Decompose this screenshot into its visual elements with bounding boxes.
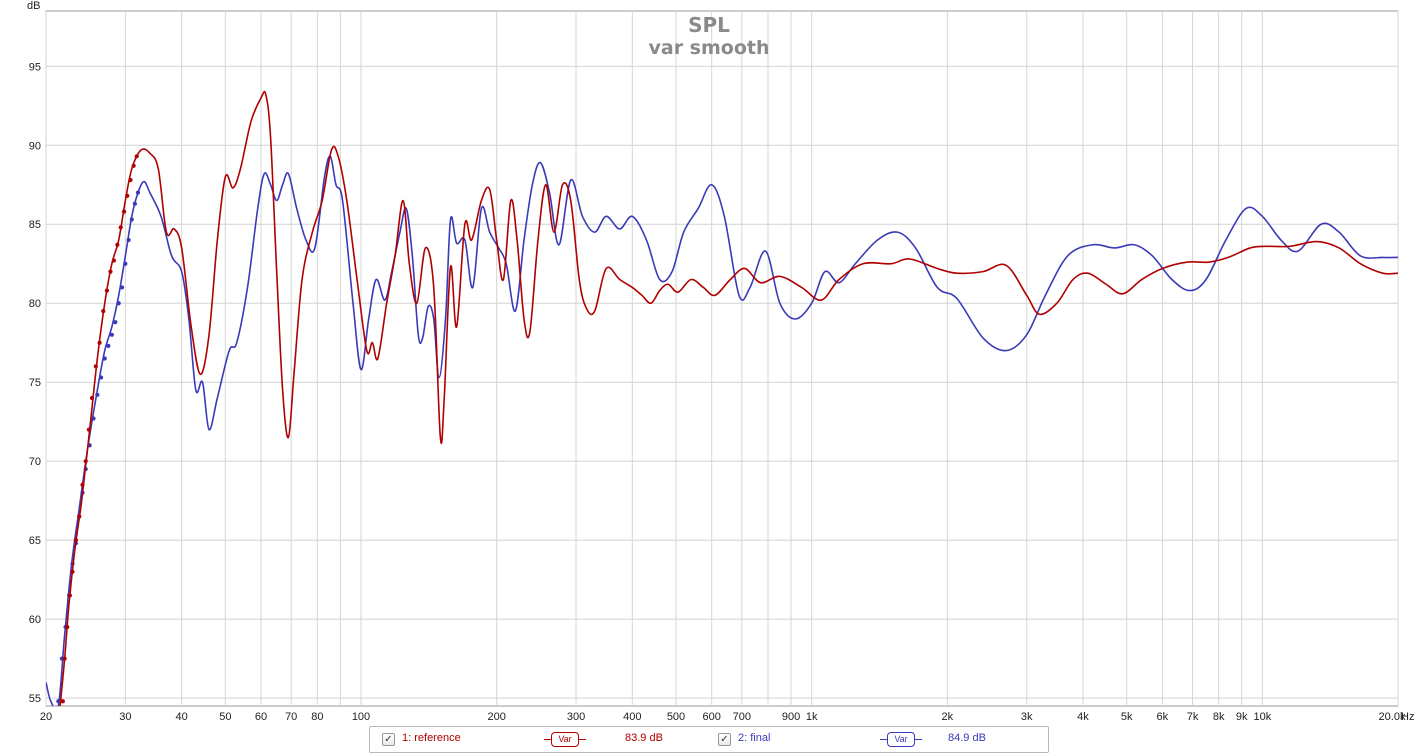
data-point-reference [111, 258, 117, 263]
data-point-final [123, 261, 128, 266]
y-tick-label: 60 [29, 614, 41, 626]
chart-title: SPL [688, 13, 730, 37]
data-point-reference [115, 242, 120, 247]
legend-checkbox-final[interactable]: ✓ [718, 733, 731, 746]
data-point-reference [93, 364, 98, 369]
data-point-final [119, 285, 125, 290]
series-layer [46, 90, 1398, 706]
y-axis-label: dB [27, 0, 40, 12]
x-tick-label: 80 [311, 711, 323, 723]
x-tick-label: 6k [1157, 711, 1169, 723]
legend-smoothing-label-reference: Var [551, 732, 579, 747]
data-point-reference [118, 225, 123, 230]
x-axis-label: Hz [1401, 711, 1414, 723]
x-tick-label: 4k [1077, 711, 1089, 723]
data-point-reference [131, 163, 136, 168]
data-point-final [129, 217, 134, 222]
legend: ✓ 1: reference Var 83.9 dB ✓ 2: final Va… [369, 726, 1049, 753]
x-tick-label: 70 [285, 711, 297, 723]
chart-subtitle: var smooth [648, 37, 769, 59]
legend-smoothing-symbol-reference[interactable]: Var [544, 732, 586, 747]
data-point-reference [125, 193, 130, 198]
x-tick-label: 8k [1213, 711, 1225, 723]
y-tick-label: 85 [29, 219, 41, 231]
legend-label-final: 2: final [738, 732, 771, 744]
x-tick-label: 9k [1236, 711, 1248, 723]
x-tick-label: 700 [733, 711, 751, 723]
x-tick-label: 600 [703, 711, 721, 723]
x-tick-label: 50 [219, 711, 231, 723]
data-point-final [91, 416, 96, 421]
x-tick-label: 300 [567, 711, 585, 723]
legend-level-reference: 83.9 dB [625, 732, 663, 744]
x-tick-label: 7k [1187, 711, 1199, 723]
data-point-final [102, 356, 107, 361]
x-tick-label: 100 [352, 711, 370, 723]
data-point-reference [70, 569, 75, 574]
y-tick-label: 55 [29, 693, 41, 705]
legend-label-reference: 1: reference [402, 732, 461, 744]
data-point-reference [108, 269, 113, 274]
x-tick-label: 200 [487, 711, 505, 723]
data-point-reference [80, 482, 85, 487]
y-tick-label: 65 [29, 535, 41, 547]
data-point-reference [60, 699, 65, 704]
series-line-reference [59, 90, 1398, 706]
x-axis: 20 30 40 50 60 70 80 100 200 300 400 500 600 700 900 1k… [40, 711, 1406, 723]
x-tick-label: 60 [255, 711, 267, 723]
y-axis: 55 60 65 70 75 80 85 90 95 [29, 61, 41, 705]
x-tick-label: 20.0k [1379, 711, 1406, 723]
x-tick-label: 40 [176, 711, 188, 723]
x-tick-label: 30 [119, 711, 131, 723]
legend-checkbox-reference[interactable]: ✓ [382, 733, 395, 746]
data-point-reference [77, 514, 82, 519]
plot-area[interactable] [45, 10, 1399, 707]
data-point-reference [86, 427, 91, 432]
data-point-reference [89, 395, 95, 401]
data-point-reference [101, 309, 106, 314]
data-point-final [109, 332, 114, 337]
x-tick-label: 10k [1253, 711, 1271, 723]
y-tick-label: 75 [29, 377, 41, 389]
data-point-reference [121, 209, 127, 214]
x-tick-label: 3k [1021, 711, 1033, 723]
data-point-final [113, 320, 118, 325]
data-point-final [106, 343, 111, 348]
data-point-final [95, 392, 100, 397]
data-point-reference [67, 593, 73, 598]
legend-level-final: 84.9 dB [948, 732, 986, 744]
y-tick-label: 90 [29, 140, 41, 152]
x-tick-label: 2k [942, 711, 954, 723]
data-point-reference [134, 154, 139, 159]
data-point-final [56, 699, 61, 704]
x-tick-label: 400 [623, 711, 641, 723]
x-tick-label: 1k [806, 711, 818, 723]
series-line-final [46, 155, 1398, 706]
spl-chart: 55 60 65 70 75 80 85 90 95 20 30 40 50 60 70 80 100 200 3… [27, 0, 1414, 723]
data-point-reference [73, 538, 78, 543]
data-point-reference [97, 340, 102, 345]
data-point-final [126, 237, 131, 243]
data-point-reference [62, 656, 67, 661]
y-tick-label: 95 [29, 61, 41, 73]
y-tick-label: 70 [29, 456, 41, 468]
data-point-final [135, 190, 141, 195]
x-tick-label: 20 [40, 711, 52, 723]
x-tick-label: 500 [667, 711, 685, 723]
data-point-reference [128, 177, 133, 183]
data-point-reference [65, 624, 70, 630]
y-tick-label: 80 [29, 298, 41, 310]
data-point-reference [104, 288, 109, 293]
data-point-reference [83, 459, 88, 464]
grid [45, 11, 1399, 706]
x-tick-label: 5k [1121, 711, 1133, 723]
x-tick-label: 900 [782, 711, 800, 723]
data-point-final [116, 301, 121, 306]
data-point-final [98, 375, 104, 380]
data-point-final [132, 201, 138, 206]
legend-smoothing-label-final: Var [887, 732, 915, 747]
legend-smoothing-symbol-final[interactable]: Var [880, 732, 922, 747]
